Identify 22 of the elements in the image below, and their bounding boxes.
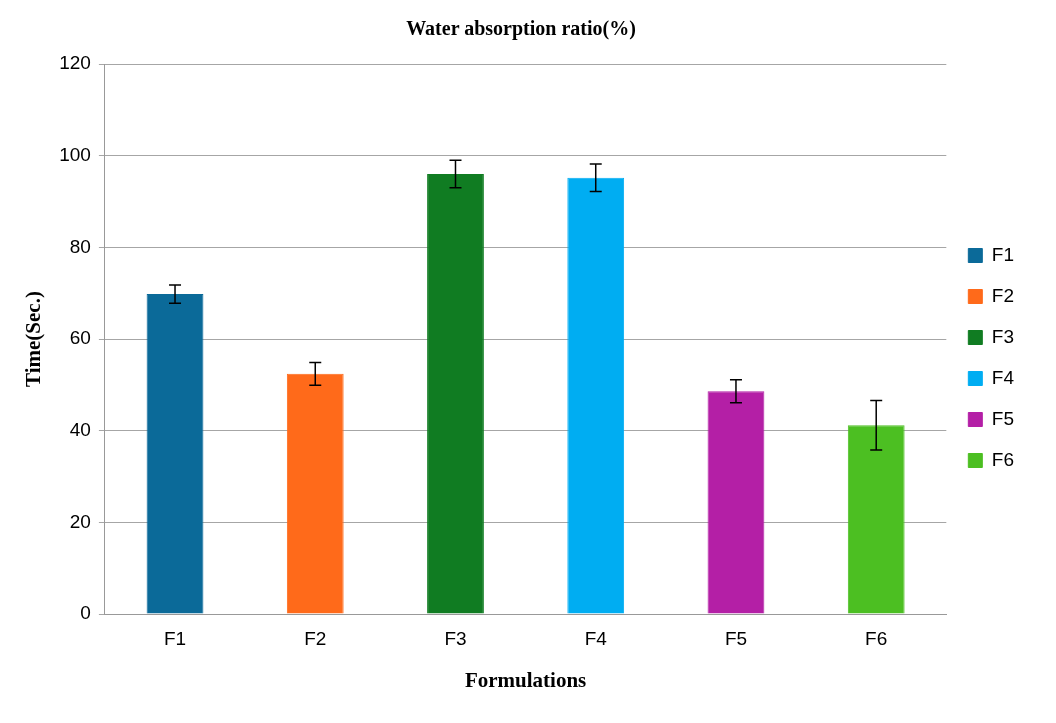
legend-label: F2	[991, 284, 1015, 306]
x-tick-label: F1	[163, 627, 187, 649]
legend-label: F6	[991, 448, 1015, 470]
x-tick-label: F6	[865, 627, 888, 649]
x-axis-title: Formulations	[464, 667, 587, 692]
y-tick-label: 120	[59, 52, 91, 74]
y-tick-label: 20	[69, 510, 91, 532]
y-tick-label: 80	[69, 235, 91, 257]
y-tick-label: 40	[69, 418, 91, 440]
x-tick-label: F3	[444, 627, 467, 649]
legend-label: F4	[991, 366, 1015, 388]
chart-title: Water absorption ratio(%)	[406, 17, 636, 41]
legend-label: F3	[991, 325, 1015, 347]
y-tick-label: 0	[80, 602, 91, 624]
y-tick-label: 60	[69, 327, 91, 349]
x-tick-label: F4	[584, 627, 608, 649]
y-axis-title: Time(Sec.)	[21, 291, 46, 387]
y-tick-label: 100	[59, 143, 91, 165]
x-tick-label: F5	[724, 627, 748, 649]
legend-label: F1	[991, 243, 1015, 265]
legend-label: F5	[991, 407, 1015, 429]
x-tick-label: F2	[304, 627, 327, 649]
